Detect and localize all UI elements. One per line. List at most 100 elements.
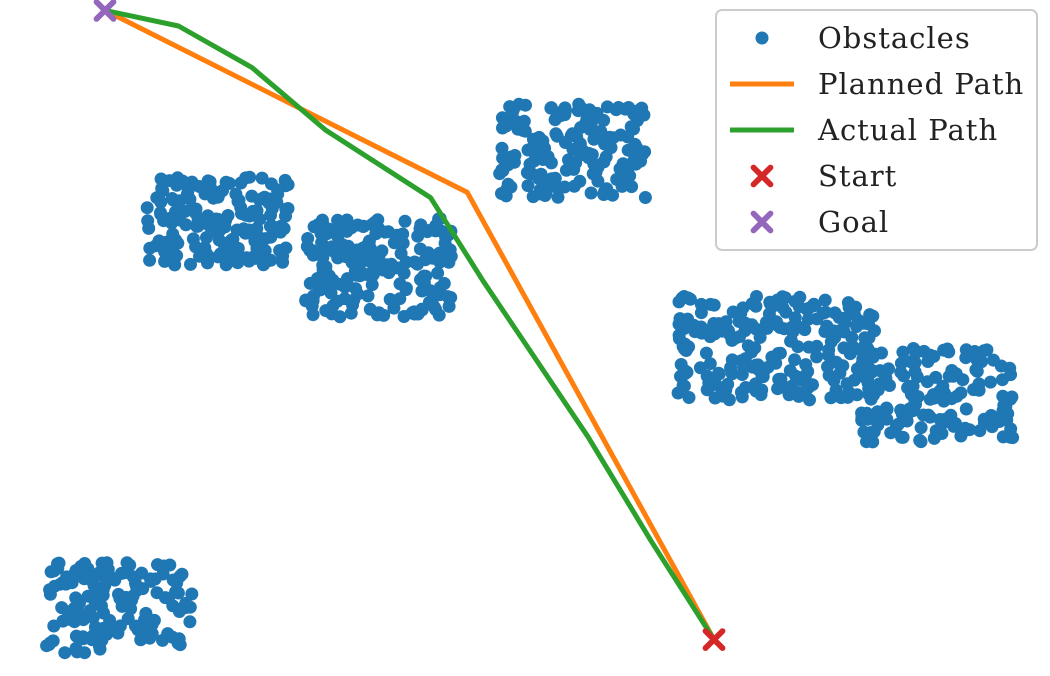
obstacle-point [331,229,345,243]
obstacle-point [798,369,812,383]
obstacle-point [880,401,893,415]
obstacle-point [884,426,898,440]
obstacle-point [103,613,117,627]
obstacle-point [276,255,290,269]
obstacle-point [871,383,885,397]
obstacle-point [180,187,194,201]
obstacle-point [604,141,618,155]
obstacle-point [387,301,401,315]
obstacle-point [100,556,114,570]
obstacle-point [172,605,186,618]
obstacle-point [431,266,445,280]
legend-frame [715,9,1038,251]
obstacle-point [744,345,758,359]
obstacle-point [939,412,952,426]
obstacle-points [40,97,1020,660]
obstacle-point [171,586,185,600]
obstacle-point [165,192,179,205]
obstacle-point [517,114,531,128]
obstacle-point [194,216,208,230]
obstacle-point [520,166,534,180]
obstacle-point [340,272,354,286]
obstacle-point [73,631,86,645]
obstacle-point [398,214,412,228]
obstacle-point [954,386,968,400]
obstacle-point [984,375,997,389]
obstacle-point [583,103,597,117]
obstacle-point [841,296,855,310]
obstacle-point [544,101,558,115]
obstacle-point [834,391,848,405]
obstacle-point [42,638,56,651]
obstacle-point [628,137,642,151]
obstacle-point [166,227,180,241]
obstacle-point [219,175,233,189]
obstacle-point [58,646,72,660]
obstacle-point [850,320,864,333]
obstacle-point [959,402,973,416]
obstacle-point [927,431,941,445]
obstacle-point [363,302,377,316]
obstacle-point [740,319,754,333]
obstacle-point [253,193,266,207]
obstacle-point [260,255,273,268]
obstacle-point [71,607,85,621]
obstacle-point [896,345,910,359]
obstacle-point [175,567,189,581]
obstacle-point [712,367,726,381]
obstacle-point [192,180,206,193]
obstacle-point [855,411,869,425]
obstacle-point [410,257,424,271]
obstacle-point [909,346,923,360]
obstacle-point [322,222,336,236]
obstacle-point [754,388,768,402]
obstacle-point [81,562,95,576]
obstacle-point [141,214,155,228]
obstacle-point [157,214,171,228]
obstacle-point [687,318,701,332]
obstacle-point [1004,422,1018,436]
obstacle-point [992,415,1006,428]
obstacle-point [172,632,186,646]
obstacle-point [423,223,437,237]
obstacle-point [574,121,588,135]
obstacle-point [614,128,628,142]
obstacle-point [968,345,982,358]
obstacle-point [501,177,515,191]
obstacle-point [211,212,225,226]
obstacle-point [396,236,410,250]
obstacle-point [281,202,295,215]
obstacle-point [548,171,562,185]
obstacle-point [761,360,775,374]
obstacle-point [798,323,812,337]
obstacle-point [359,267,373,281]
obstacle-point [791,340,805,354]
obstacle-point [707,298,721,312]
obstacle-point [858,345,872,359]
obstacle-point [977,412,991,426]
obstacle-point [428,300,441,314]
obstacle-point [862,361,876,375]
obstacle-point [340,240,354,254]
obstacle-point [749,358,763,372]
obstacle-point [349,282,363,296]
obstacle-point [772,372,786,386]
obstacle-point [319,304,333,318]
obstacle-point [726,305,740,319]
obstacle-point [972,383,986,397]
obstacle-point [495,187,508,200]
obstacle-point [440,251,454,265]
obstacle-point [778,291,792,305]
obstacle-point [895,430,909,444]
obstacle-point [534,167,548,181]
obstacle-point [788,353,802,367]
obstacle-point [671,386,685,400]
obstacle-point [150,586,164,600]
obstacle-point [344,221,358,235]
obstacle-point [423,284,437,298]
obstacle-point [847,308,861,321]
obstacle-point [505,107,519,120]
obstacle-point [699,346,713,360]
planned-path-line [102,7,717,643]
